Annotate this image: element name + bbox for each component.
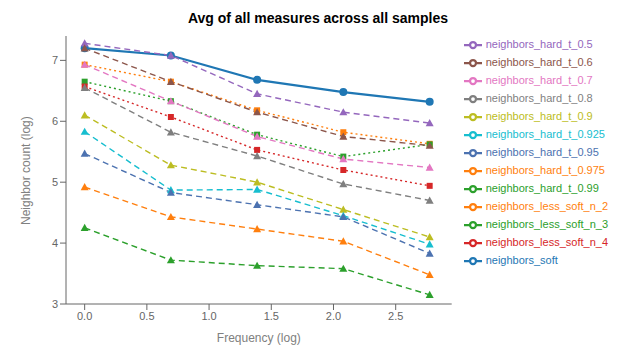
html-text:neighbors_hard_t_0.99: neighbors_hard_t_0.99 [485,181,599,194]
svg-text:7: 7 [52,54,58,66]
svg-text:1.0: 1.0 [201,310,216,322]
svg-text:2.0: 2.0 [326,310,341,322]
svg-text:4: 4 [52,237,58,249]
svg-text:Frequency (log): Frequency (log) [217,331,301,345]
svg-text:5: 5 [52,176,58,188]
html-text:neighbors_hard_t_0.6: neighbors_hard_t_0.6 [485,55,593,68]
svg-text:6: 6 [52,115,58,127]
html-text:Avg of all measures across all: Avg of all measures across all samples [187,10,449,26]
html-text:neighbors_hard_t_0.925: neighbors_hard_t_0.925 [485,127,605,140]
svg-text:1.5: 1.5 [264,310,279,322]
html-text:neighbors_hard_t_0.975: neighbors_hard_t_0.975 [485,163,605,176]
html-text:neighbors_hard_t_0.9: neighbors_hard_t_0.9 [485,109,593,122]
html-text:neighbors_less_soft_n_2: neighbors_less_soft_n_2 [485,199,608,212]
html-text:neighbors_hard_t_0.8: neighbors_hard_t_0.8 [485,91,593,104]
svg-text:2.5: 2.5 [388,310,403,322]
svg-text:Neighbor count (log): Neighbor count (log) [19,116,33,225]
html-text:neighbors_soft: neighbors_soft [485,253,558,266]
html-text:neighbors_less_soft_n_3: neighbors_less_soft_n_3 [485,217,608,230]
html-text:neighbors_hard_t_0.7: neighbors_hard_t_0.7 [485,73,593,86]
html-text:neighbors_less_soft_n_4: neighbors_less_soft_n_4 [485,235,608,248]
svg-text:3: 3 [52,298,58,310]
html-text:neighbors_hard_t_0.95: neighbors_hard_t_0.95 [485,145,599,158]
html-text:neighbors_hard_t_0.5: neighbors_hard_t_0.5 [485,37,593,50]
svg-text:0.5: 0.5 [139,310,154,322]
svg-text:0.0: 0.0 [77,310,92,322]
